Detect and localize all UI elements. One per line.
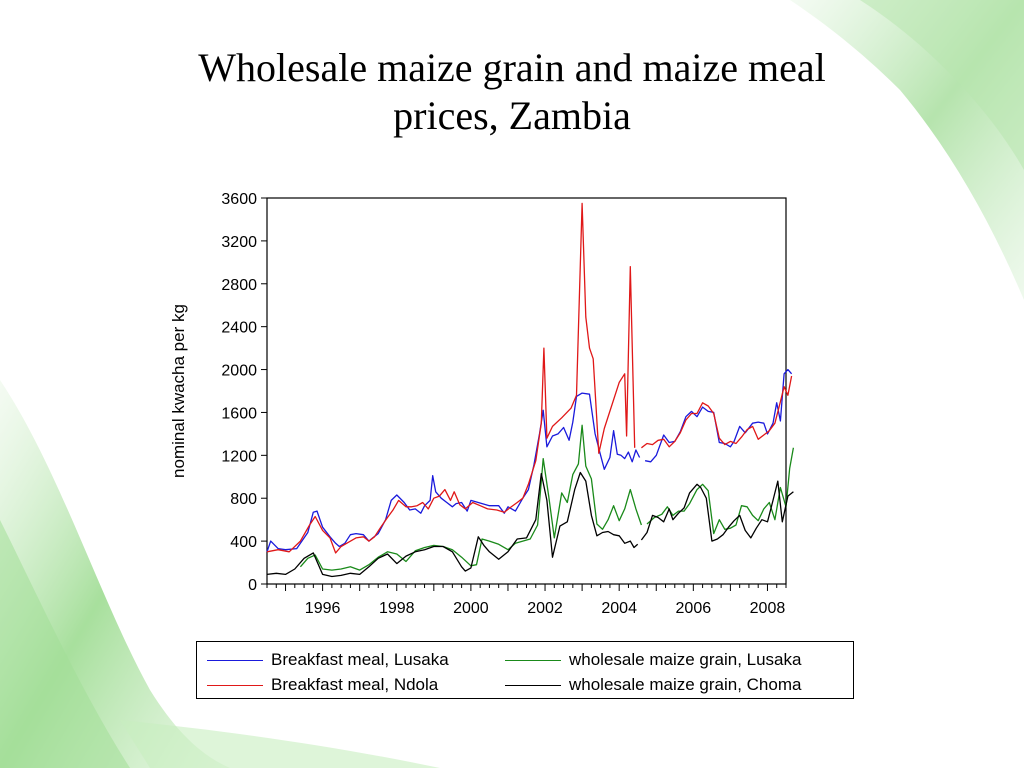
series-line-wholesale-maize-grain-lusaka xyxy=(299,424,643,571)
x-axis: 1996 1998 2000 2002 2004 2006 2008 xyxy=(266,584,787,617)
legend-item-maize-grain-choma: wholesale maize grain, Choma xyxy=(505,675,801,695)
series-line-breakfast-meal-ndola xyxy=(266,202,636,554)
series-line-breakfast-meal-ndola-after-gap xyxy=(641,375,793,449)
legend-swatch-blue xyxy=(207,659,263,661)
x-tick-label: 1996 xyxy=(305,600,341,617)
legend-label: wholesale maize grain, Choma xyxy=(569,675,802,694)
series-line-wholesale-maize-grain-lusaka-after-gap xyxy=(646,447,795,535)
y-tick-label: 1600 xyxy=(221,405,257,422)
slide-title: Wholesale maize grain and maize meal pri… xyxy=(112,44,912,140)
plot-frame xyxy=(266,197,787,585)
y-tick-label: 2000 xyxy=(221,363,257,380)
x-tick-label: 2008 xyxy=(750,600,786,617)
slide-title-line-2: prices, Zambia xyxy=(393,93,631,138)
legend-swatch-red xyxy=(207,684,263,686)
y-tick-label: 400 xyxy=(230,534,257,551)
x-tick-label: 2000 xyxy=(453,600,489,617)
slide-title-line-1: Wholesale maize grain and maize meal xyxy=(198,45,826,90)
legend-swatch-black xyxy=(505,684,561,686)
legend-swatch-green xyxy=(505,659,561,661)
series-line-wholesale-maize-grain-choma-after-gap xyxy=(640,480,794,542)
y-axis-label: nominal kwacha per kg xyxy=(169,304,188,478)
x-tick-label: 2004 xyxy=(601,600,637,617)
legend-label: wholesale maize grain, Lusaka xyxy=(569,650,802,669)
x-tick-label: 1998 xyxy=(379,600,415,617)
y-tick-label: 2400 xyxy=(221,320,257,337)
legend-item-breakfast-meal-ndola: Breakfast meal, Ndola xyxy=(207,675,438,695)
y-tick-label: 1200 xyxy=(221,448,257,465)
legend-label: Breakfast meal, Lusaka xyxy=(271,650,449,669)
series-line-breakfast-meal-lusaka-after-gap xyxy=(644,368,793,463)
x-tick-label: 2006 xyxy=(676,600,712,617)
y-tick-label: 0 xyxy=(248,577,257,594)
legend-label: Breakfast meal, Ndola xyxy=(271,675,439,694)
series-line-breakfast-meal-lusaka xyxy=(266,392,641,553)
chart-legend: Breakfast meal, Lusaka Breakfast meal, N… xyxy=(196,641,854,699)
y-axis: 0 400 800 1200 1600 2000 2400 2800 3200 3600 xyxy=(221,191,267,594)
legend-item-maize-grain-lusaka: wholesale maize grain, Lusaka xyxy=(505,650,801,670)
y-tick-label: 800 xyxy=(230,491,257,508)
y-tick-label: 3200 xyxy=(221,234,257,251)
x-tick-label: 2002 xyxy=(527,600,563,617)
legend-item-breakfast-meal-lusaka: Breakfast meal, Lusaka xyxy=(207,650,449,670)
y-tick-label: 2800 xyxy=(221,277,257,294)
series-line-wholesale-maize-grain-choma xyxy=(266,471,639,578)
series-layer xyxy=(266,202,795,578)
y-tick-label: 3600 xyxy=(221,191,257,208)
